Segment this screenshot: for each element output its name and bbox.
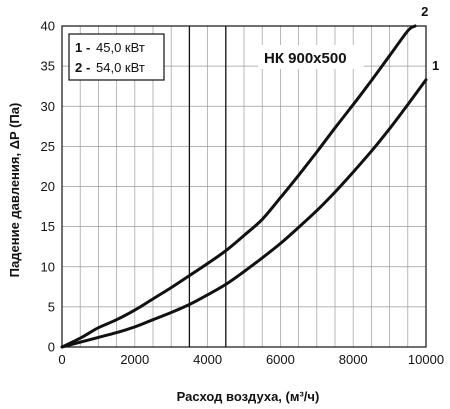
curve-label-1: 1 [432, 58, 439, 73]
legend: 1 - 45,0 кВт 2 - 54,0 кВт [68, 33, 165, 81]
x-tick-label: 4000 [193, 352, 222, 367]
y-axis-title: Падение давления, ΔP (Па) [7, 103, 22, 278]
legend-dash-1: - [86, 40, 90, 55]
legend-entry-2: 54,0 кВт [96, 60, 145, 75]
x-tick-label: 6000 [266, 352, 295, 367]
curve-label-2: 2 [421, 4, 428, 19]
legend-number-2: 2 [75, 60, 82, 75]
y-tick-label: 30 [41, 99, 55, 114]
series-line-2 [60, 24, 417, 349]
series-group [60, 24, 428, 349]
title-background [258, 45, 364, 69]
y-tick-label: 35 [41, 59, 55, 74]
vertical-markers [188, 26, 227, 347]
y-tick-label: 10 [41, 259, 55, 274]
x-axis-title: Расход воздуха, (м³/ч) [177, 389, 320, 404]
y-tick-label: 0 [48, 340, 55, 355]
legend-number-1: 1 [75, 40, 82, 55]
y-tick-label: 5 [48, 299, 55, 314]
legend-entry-1: 45,0 кВт [96, 40, 145, 55]
curve-labels: 12 [421, 4, 439, 73]
x-tick-labels: 0 2000 4000 6000 8000 10000 [58, 352, 444, 367]
plot-frame [61, 25, 427, 348]
legend-dash-2: - [86, 60, 90, 75]
x-tick-label: 8000 [339, 352, 368, 367]
y-tick-label: 15 [41, 219, 55, 234]
y-tick-labels: 0 5 10 15 20 25 30 35 40 [41, 19, 55, 355]
y-tick-label: 25 [41, 139, 55, 154]
grid [62, 26, 426, 347]
chart-title: НК 900х500 [264, 50, 347, 67]
x-tick-label: 0 [58, 352, 65, 367]
series-line-1 [60, 78, 428, 349]
legend-box [68, 33, 165, 81]
y-tick-label: 40 [41, 19, 55, 34]
x-tick-label: 2000 [120, 352, 149, 367]
x-tick-label: 10000 [408, 352, 444, 367]
y-tick-label: 20 [41, 179, 55, 194]
